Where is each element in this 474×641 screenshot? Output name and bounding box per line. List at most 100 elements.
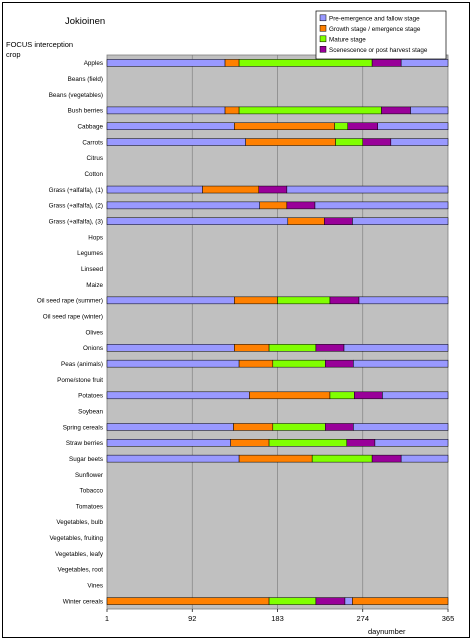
crop-label: Apples	[84, 60, 103, 67]
chart-frame: Apples Beans (field) Beans (vegetables) Bus…	[2, 2, 470, 638]
bar-segment-mature	[272, 423, 326, 431]
legend: Pre-emergence and fallow stage Growth sta…	[315, 10, 447, 60]
bar-segment-growth	[233, 423, 274, 431]
x-axis-title: daynumber	[368, 627, 406, 636]
bar-segment-pre	[353, 359, 449, 368]
crop-label: Olives	[86, 329, 104, 336]
crop-label: Hops	[88, 234, 103, 241]
legend-label: Growth stage / emergence stage	[329, 26, 421, 33]
bar-segment-mature	[268, 344, 317, 352]
crop-label: Onions	[83, 345, 103, 352]
legend-label: Scenescence or post harvest stage	[329, 47, 428, 54]
legend-swatch	[319, 25, 327, 32]
bar-segment-pre	[400, 454, 449, 463]
bar-segment-growth	[287, 217, 325, 225]
bar-segment-senescence	[329, 296, 360, 305]
bar-segment-pre	[377, 122, 449, 130]
crop-label: Carrots	[82, 139, 103, 146]
crop-label: Legumes	[77, 250, 103, 257]
bar-segment-mature	[277, 296, 331, 305]
crop-label: Winter cereals	[63, 598, 103, 605]
bar-segment-pre	[106, 106, 226, 115]
x-tick-label: 274	[356, 614, 369, 623]
crop-label: Oil seed rape (summer)	[37, 298, 103, 305]
bar-segment-growth	[259, 201, 288, 210]
bar-segment-pre	[106, 138, 246, 146]
crop-label: Vegetables, leafy	[55, 551, 104, 558]
bar-segment-growth	[202, 185, 260, 194]
bar-segment-pre	[344, 597, 353, 605]
bar-segment-senescence	[347, 122, 378, 130]
crop-label: Maize	[86, 282, 103, 289]
crop-label: Vines	[87, 583, 103, 590]
bar-segment-mature	[268, 439, 348, 447]
crop-label: Soybean	[78, 408, 103, 415]
chart-title: Jokioinen	[65, 16, 105, 27]
crop-label: Bush berries	[68, 108, 103, 115]
bar-segment-senescence	[371, 59, 402, 67]
bar-segment-mature	[238, 59, 373, 67]
x-tick-label: 183	[271, 614, 284, 623]
bar-segment-pre	[106, 122, 235, 130]
bar-segment-pre	[400, 59, 449, 67]
bar-segment-growth	[234, 296, 278, 305]
bar-segment-mature	[335, 138, 364, 146]
legend-swatch	[319, 14, 327, 22]
crop-label: Peas (animals)	[61, 361, 103, 368]
bar-segment-growth	[234, 122, 335, 130]
legend-swatch	[319, 35, 327, 43]
bar-segment-senescence	[286, 201, 316, 210]
crop-label: Vegetables, bulb	[56, 519, 103, 526]
crop-label: Tomatoes	[76, 503, 103, 510]
x-tick-label: 1	[105, 614, 109, 623]
bar-segment-mature	[311, 454, 373, 463]
crop-label: Vegetables, fruiting	[49, 535, 103, 542]
x-tick-label: 365	[442, 614, 455, 623]
crop-label: Sunflower	[75, 472, 103, 479]
crop-label: Pome/stone fruit	[57, 377, 103, 384]
bar-segment-senescence	[315, 597, 346, 605]
crop-label: Cabbage	[77, 124, 103, 131]
legend-label: Pre-emergence and fallow stage	[329, 15, 420, 22]
bar-segment-mature	[334, 122, 349, 130]
bar-segment-pre	[343, 344, 449, 352]
bar-segment-pre	[106, 344, 235, 352]
bar-segment-pre	[106, 201, 260, 210]
bar-segment-growth	[230, 439, 270, 447]
bar-segment-senescence	[381, 106, 411, 115]
bar-segment-pre	[352, 217, 449, 225]
bar-segment-pre	[106, 454, 240, 463]
bar-segment-pre	[353, 423, 449, 431]
crop-label: Spring cereals	[63, 424, 103, 431]
bar-segment-mature	[238, 106, 382, 115]
bar-segment-senescence	[371, 454, 402, 463]
y-axis-title-line1: FOCUS interception	[6, 40, 73, 49]
crop-label: Citrus	[87, 155, 103, 162]
bar-segment-pre	[286, 185, 449, 194]
bar-segment-growth	[224, 106, 240, 115]
legend-swatch	[319, 46, 327, 53]
bar-segment-pre	[106, 423, 234, 431]
bar-segment-senescence	[315, 344, 345, 352]
bar-segment-senescence	[354, 391, 383, 400]
bar-segment-growth	[106, 597, 270, 605]
bar-segment-senescence	[346, 439, 376, 447]
bar-segment-growth	[249, 391, 331, 400]
legend-label: Mature stage	[329, 36, 366, 43]
bar-segment-growth	[238, 359, 274, 368]
bar-segment-mature	[329, 391, 355, 400]
bar-segment-pre	[374, 439, 449, 447]
crop-label: Beans (vegetables)	[49, 92, 103, 99]
bar-segment-growth	[234, 344, 270, 352]
crop-label: Sugar beets	[69, 456, 103, 463]
bar-segment-mature	[272, 359, 326, 368]
bar-segment-pre	[106, 217, 289, 225]
crop-label: Vegetables, root	[57, 567, 103, 574]
bar-segment-growth	[224, 59, 240, 67]
bar-segment-growth	[352, 597, 449, 605]
bar-segment-pre	[390, 138, 449, 146]
bar-segment-growth	[245, 138, 336, 146]
crop-label: Straw berries	[66, 440, 103, 447]
bar-segment-growth	[238, 454, 313, 463]
bar-segment-pre	[106, 439, 231, 447]
